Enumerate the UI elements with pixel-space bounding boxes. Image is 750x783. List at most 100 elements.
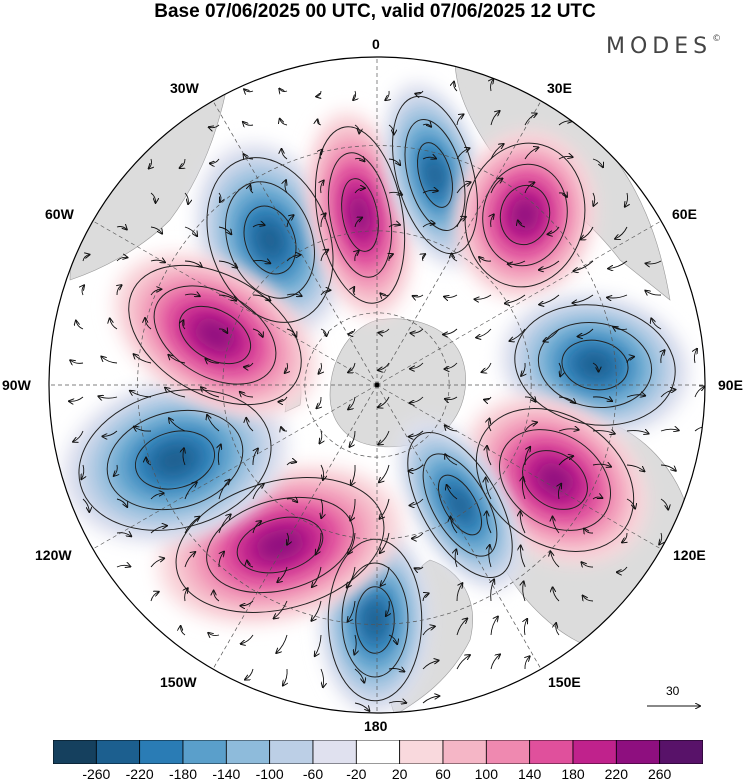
meridian-line xyxy=(376,220,662,386)
lon-label-90w: 90W xyxy=(2,377,31,393)
wind-arrow xyxy=(285,362,288,373)
contour-line xyxy=(407,432,513,578)
wind-arrow xyxy=(626,498,635,509)
wind-arrow xyxy=(518,220,526,228)
brand-name: MODES xyxy=(606,34,713,59)
wind-arrow xyxy=(240,600,254,606)
wind-arrow xyxy=(286,294,302,296)
wind-arrow xyxy=(581,562,594,567)
wind-arrow xyxy=(388,634,397,644)
wind-arrow xyxy=(252,224,265,228)
wind-arrow xyxy=(184,192,188,204)
wind-arrow xyxy=(82,255,90,262)
wind-arrow xyxy=(102,430,118,436)
wind-arrow xyxy=(389,254,393,262)
wind-arrow xyxy=(150,226,162,234)
wind-arrow xyxy=(353,287,356,296)
wind-arrow xyxy=(479,257,492,261)
wind-arrow xyxy=(321,498,323,518)
wind-arrow xyxy=(626,431,649,434)
wind-arrow xyxy=(553,587,560,602)
wind-arrow xyxy=(556,623,560,636)
wind-arrow xyxy=(613,327,628,330)
wind-arrow xyxy=(184,226,197,236)
wind-arrow xyxy=(378,430,390,445)
wind-arrow xyxy=(456,583,462,602)
wind-arrow xyxy=(388,124,394,134)
colorbar-tick-label: -140 xyxy=(212,766,241,782)
wind-arrow xyxy=(456,114,464,126)
contour-line xyxy=(78,389,272,531)
wind-arrow xyxy=(311,600,322,621)
wind-arrow xyxy=(660,498,668,510)
wind-arrow xyxy=(558,429,579,431)
wind-arrow xyxy=(452,254,458,262)
wind-arrow xyxy=(593,192,595,206)
wind-arrow xyxy=(491,579,494,602)
wind-arrow xyxy=(350,430,356,447)
wind-arrow xyxy=(351,464,355,485)
map-title: Base 07/06/2025 00 UTC, valid 07/06/2025… xyxy=(154,1,596,22)
wind-arrow xyxy=(413,294,424,297)
wind-arrow xyxy=(558,396,575,403)
wind-arrow xyxy=(218,552,224,568)
meridian-line xyxy=(376,100,542,386)
wind-arrow xyxy=(422,124,431,126)
positive-anomaly xyxy=(454,130,596,300)
wind-arrow xyxy=(410,396,424,403)
wind-arrow xyxy=(98,396,118,398)
colorbar xyxy=(53,740,703,764)
wind-arrow xyxy=(146,458,152,466)
wind-arrow xyxy=(573,294,594,303)
wind-arrow xyxy=(409,430,424,437)
contour-line xyxy=(355,586,395,654)
wind-arrow xyxy=(244,89,254,91)
map-border xyxy=(48,56,706,714)
wind-arrow xyxy=(388,701,406,703)
wind-arrow xyxy=(247,561,254,568)
wind-arrow xyxy=(150,289,161,296)
wind-arrow xyxy=(592,431,615,434)
wind-arrow xyxy=(320,250,328,262)
contour-line xyxy=(178,305,252,365)
wind-arrow xyxy=(316,90,321,97)
wind-arrow xyxy=(134,354,152,364)
wind-arrow xyxy=(110,318,118,330)
wind-arrow xyxy=(385,90,389,100)
wind-arrow xyxy=(578,328,594,337)
wind-arrow xyxy=(523,581,525,602)
wind-arrow xyxy=(184,482,197,500)
wind-arrow xyxy=(482,362,492,372)
wind-arrow xyxy=(422,696,439,704)
wind-arrow xyxy=(317,396,322,408)
contour-line xyxy=(206,496,354,594)
wind-arrow xyxy=(520,546,526,568)
wind-arrow xyxy=(626,357,634,364)
wind-arrow xyxy=(348,532,356,554)
colorbar-tick-label: -220 xyxy=(125,766,154,782)
lon-label-60w: 60W xyxy=(45,206,74,222)
wind-arrow xyxy=(558,156,573,160)
colorbar-tick-label: 260 xyxy=(647,766,672,782)
wind-arrow xyxy=(150,592,159,602)
wind-arrow xyxy=(350,498,356,521)
lon-label-180: 180 xyxy=(364,718,388,734)
wind-arrow xyxy=(354,124,359,133)
graticule xyxy=(49,57,705,713)
wind-arrow xyxy=(487,446,492,466)
wind-arrow xyxy=(445,426,458,432)
wind-arrow xyxy=(551,552,560,568)
wind-arrow xyxy=(651,318,662,330)
wind-arrow xyxy=(422,593,429,602)
wind-arrow xyxy=(184,294,200,296)
wind-arrow xyxy=(134,427,152,431)
wind-arrow xyxy=(521,362,525,376)
polar-map xyxy=(48,56,706,714)
wind-arrow xyxy=(422,254,425,262)
wind-arrow xyxy=(456,148,470,160)
wind-arrow xyxy=(145,318,152,330)
wind-arrow xyxy=(348,600,356,622)
colorbar-swatch xyxy=(269,740,314,764)
wind-arrow xyxy=(149,158,152,169)
wind-arrow xyxy=(615,226,628,239)
